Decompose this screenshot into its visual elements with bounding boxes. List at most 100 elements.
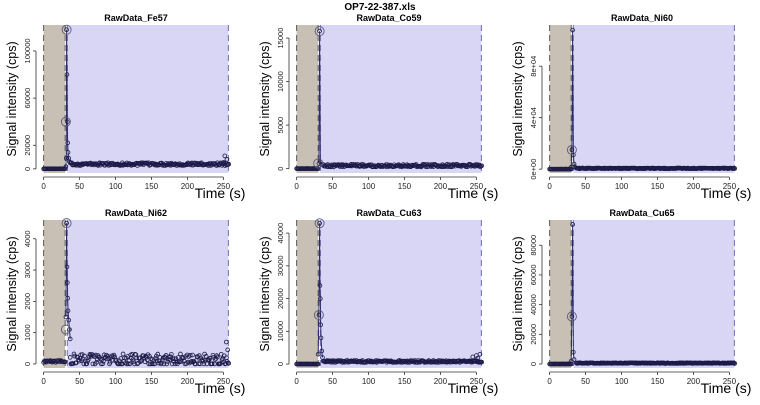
data-point xyxy=(317,220,322,226)
y-tick-label: 5000 xyxy=(276,117,285,134)
x-tick-label: 50 xyxy=(328,377,337,386)
panel-title: RawData_Fe57 xyxy=(104,13,168,23)
y-tick-label: 60000 xyxy=(23,88,32,109)
x-tick-label: 150 xyxy=(651,377,665,386)
chart-panel: 0 50 100 150 200 250 0e+00 4e+04 8e+04 RawData_Ni… xyxy=(511,13,751,201)
highlight-ring xyxy=(60,116,71,127)
data-point xyxy=(316,312,322,318)
data-point xyxy=(65,308,71,314)
x-tick-label: 0 xyxy=(547,182,552,191)
y-tick-label: 0 xyxy=(529,362,538,366)
x-tick-label: 0 xyxy=(41,377,46,386)
y-tick-label: 15000 xyxy=(276,28,285,49)
data-point xyxy=(209,361,215,366)
data-point xyxy=(173,356,179,362)
data-point xyxy=(200,359,206,364)
highlight-ring xyxy=(61,24,72,35)
data-point xyxy=(134,355,139,361)
x-tick-label: 250 xyxy=(470,377,484,386)
data-point xyxy=(160,357,165,363)
y-axis-label: Signal intensity (cps) xyxy=(258,41,272,156)
data-point xyxy=(146,361,152,367)
x-tick-label: 150 xyxy=(145,377,159,386)
data-point xyxy=(477,351,483,357)
data-point xyxy=(732,166,738,171)
x-axis-label: Time (s) xyxy=(448,185,499,201)
data-point xyxy=(226,360,232,366)
x-tick-label: 50 xyxy=(75,377,84,386)
highlight-ring xyxy=(314,218,325,229)
y-tick-label: 20000 xyxy=(529,324,538,345)
data-point xyxy=(156,360,161,366)
data-point xyxy=(190,352,195,358)
data-point xyxy=(82,353,87,359)
x-tick-label: 100 xyxy=(109,182,123,191)
x-tick-label: 100 xyxy=(362,182,376,191)
data-point xyxy=(120,351,126,357)
data-point xyxy=(84,361,90,367)
data-point xyxy=(569,314,575,319)
data-point xyxy=(568,166,574,172)
x-tick-label: 150 xyxy=(145,182,159,191)
x-axis-label: Time (s) xyxy=(701,185,752,201)
data-point xyxy=(157,355,163,360)
x-tick-label: 250 xyxy=(217,182,231,191)
data-point xyxy=(409,358,415,364)
highlight-ring xyxy=(313,310,324,320)
data-point xyxy=(65,150,71,155)
x-axis-label: Time (s) xyxy=(195,185,246,201)
y-tick-label: 2000 xyxy=(23,293,32,310)
x-tick-label: 50 xyxy=(581,377,590,386)
data-point xyxy=(91,353,96,358)
data-point xyxy=(135,361,140,367)
background-window xyxy=(296,220,319,368)
x-tick-label: 200 xyxy=(181,377,195,386)
y-tick-label: 60000 xyxy=(529,264,538,285)
data-point xyxy=(94,359,99,365)
data-point xyxy=(66,317,72,323)
data-point xyxy=(479,163,485,169)
data-point xyxy=(318,322,323,328)
x-tick-label: 50 xyxy=(75,182,84,191)
data-point xyxy=(100,361,105,367)
y-tick-label: 10000 xyxy=(276,71,285,92)
y-tick-label: 30000 xyxy=(276,255,285,276)
background-window xyxy=(43,220,66,368)
data-point xyxy=(67,355,73,360)
x-tick-label: 0 xyxy=(41,182,46,191)
spike-line xyxy=(570,30,576,168)
y-tick-label: 80000 xyxy=(529,235,538,256)
data-point xyxy=(315,361,321,367)
data-point xyxy=(67,336,73,342)
data-point xyxy=(113,357,119,363)
y-tick-label: 40000 xyxy=(529,294,538,315)
data-point xyxy=(201,361,207,367)
x-tick-label: 250 xyxy=(723,182,737,191)
x-tick-label: 200 xyxy=(181,182,195,191)
data-point xyxy=(226,161,232,167)
panel-title: RawData_Ni62 xyxy=(105,208,167,218)
data-point xyxy=(155,351,161,357)
data-point xyxy=(571,357,577,362)
data-point xyxy=(315,351,321,357)
data-point xyxy=(106,355,112,361)
y-tick-label: 0 xyxy=(23,167,32,171)
data-point xyxy=(215,354,220,360)
data-point xyxy=(568,361,574,367)
chart-panel: 0 50 100 150 200 250 0 10000 20000 30000 40000 RawD… xyxy=(258,208,498,396)
data-point xyxy=(147,361,153,367)
data-point xyxy=(64,220,69,226)
data-point xyxy=(71,351,77,357)
x-tick-label: 200 xyxy=(687,182,701,191)
data-point xyxy=(131,359,136,365)
signal-window xyxy=(573,220,735,368)
data-point xyxy=(64,264,70,270)
data-point xyxy=(169,352,174,357)
data-point xyxy=(65,280,70,285)
x-tick-label: 100 xyxy=(615,182,629,191)
data-point xyxy=(317,283,323,288)
x-axis-label: Time (s) xyxy=(701,380,752,396)
data-point xyxy=(63,155,69,161)
data-point xyxy=(70,361,76,366)
